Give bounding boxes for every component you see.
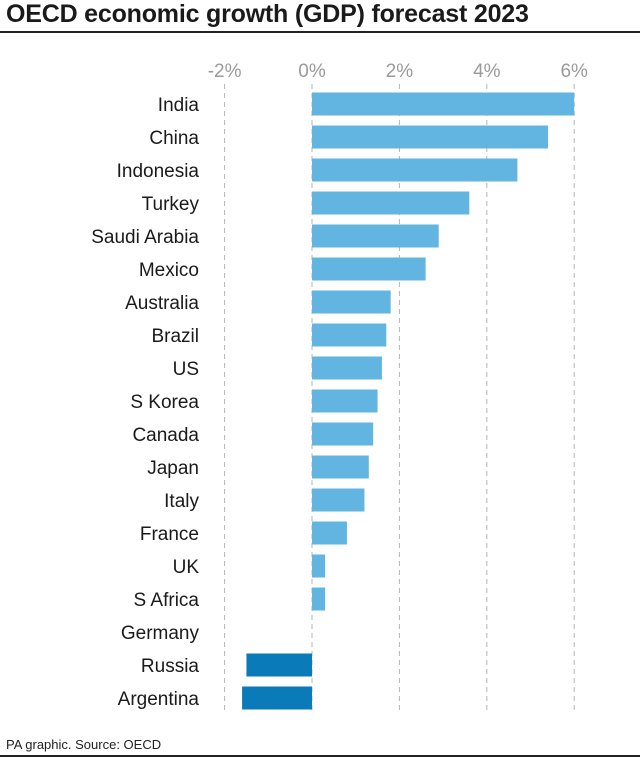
bar: [312, 356, 382, 380]
bar: [312, 158, 518, 182]
bar: [246, 653, 312, 677]
bar: [312, 389, 378, 413]
category-label: S Korea: [130, 392, 199, 413]
category-label: S Africa: [134, 590, 200, 611]
bar: [242, 686, 312, 710]
x-tick-label: 0%: [298, 61, 326, 82]
bar: [312, 191, 470, 215]
bar: [312, 521, 347, 545]
category-label: US: [173, 359, 199, 380]
top-rule: [0, 31, 640, 33]
x-tick-label: -2%: [208, 61, 242, 82]
bar: [312, 257, 426, 281]
x-tick-label: 6%: [560, 61, 588, 82]
category-label: France: [140, 524, 199, 545]
bar: [312, 554, 326, 578]
category-label: Canada: [132, 425, 199, 446]
category-label: Italy: [164, 491, 199, 512]
bar-layer: [242, 92, 575, 710]
bar: [312, 488, 365, 512]
source-note: PA graphic. Source: OECD: [6, 737, 162, 752]
category-label: Japan: [147, 458, 199, 479]
category-label: Germany: [121, 623, 200, 644]
category-label: India: [158, 95, 200, 116]
category-label-layer: India China Indonesia Turkey Saudi Arabia Mex…: [91, 95, 199, 710]
bar: [312, 92, 575, 116]
category-label: UK: [173, 557, 200, 578]
bar: [312, 587, 326, 611]
category-label: Australia: [125, 293, 199, 314]
tick-label-layer: -2% 0% 2% 4% 6%: [208, 61, 588, 82]
category-label: Brazil: [151, 326, 199, 347]
category-label: Russia: [141, 656, 200, 677]
category-label: Argentina: [118, 689, 200, 710]
bar: [312, 290, 391, 314]
bar: [312, 455, 369, 479]
bottom-rule: [0, 755, 640, 757]
category-label: China: [149, 128, 199, 149]
bar: [312, 422, 374, 446]
bar: [312, 125, 548, 149]
category-label: Turkey: [142, 194, 200, 215]
bar: [312, 323, 387, 347]
category-label: Indonesia: [117, 161, 200, 182]
category-label: Saudi Arabia: [91, 227, 199, 248]
chart-title: OECD economic growth (GDP) forecast 2023: [6, 0, 529, 28]
category-label: Mexico: [139, 260, 199, 281]
bar: [312, 224, 439, 248]
x-tick-label: 4%: [473, 61, 501, 82]
x-tick-label: 2%: [386, 61, 414, 82]
